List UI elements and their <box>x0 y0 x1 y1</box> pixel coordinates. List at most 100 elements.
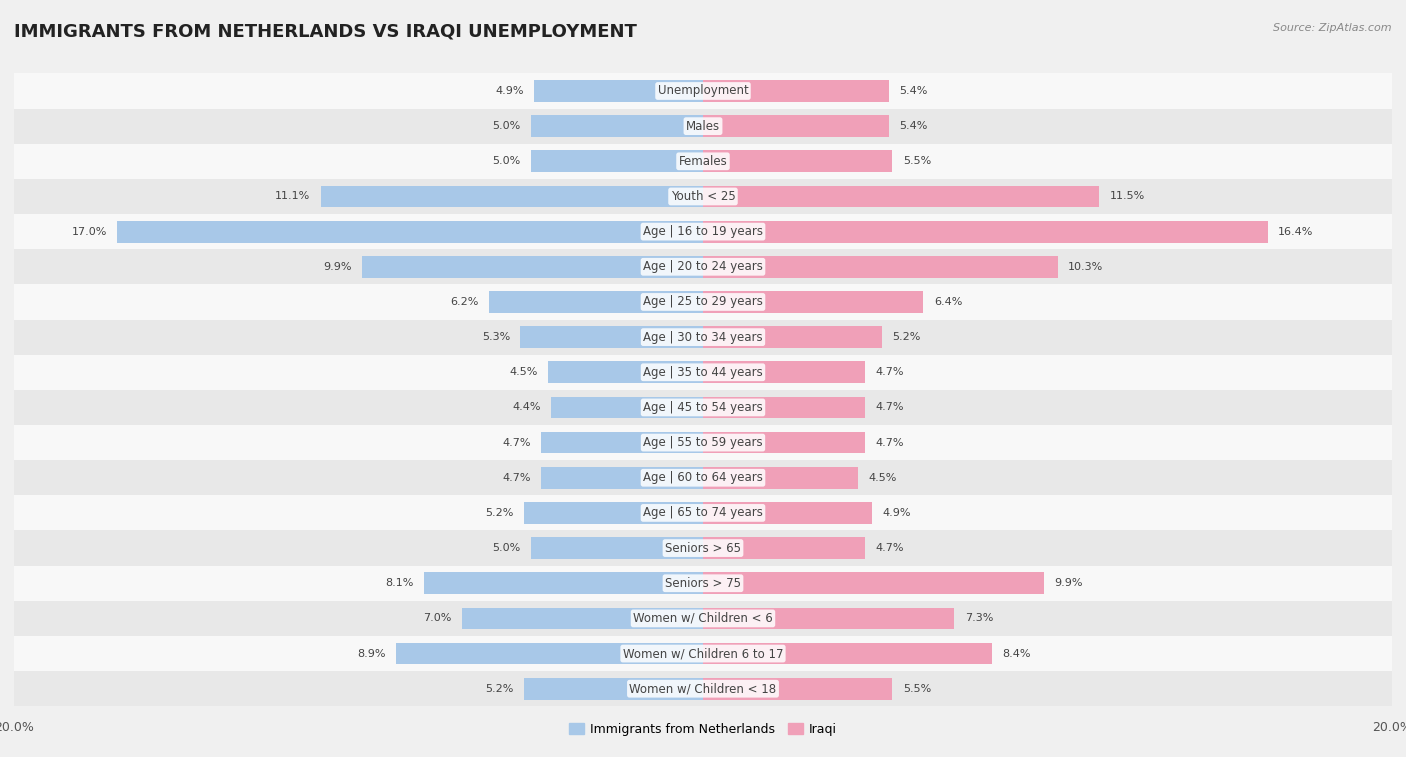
Bar <box>14 355 1392 390</box>
Bar <box>14 249 1392 285</box>
Text: 5.5%: 5.5% <box>903 156 931 167</box>
Bar <box>548 361 703 383</box>
Text: 11.1%: 11.1% <box>276 192 311 201</box>
Text: Unemployment: Unemployment <box>658 85 748 98</box>
Bar <box>361 256 703 278</box>
Bar <box>520 326 703 348</box>
Bar <box>531 115 703 137</box>
Text: Seniors > 75: Seniors > 75 <box>665 577 741 590</box>
Bar <box>541 431 703 453</box>
Bar <box>425 572 703 594</box>
Bar <box>14 144 1392 179</box>
Text: 6.2%: 6.2% <box>451 297 479 307</box>
Text: 5.4%: 5.4% <box>900 121 928 131</box>
Bar <box>14 425 1392 460</box>
Text: 4.9%: 4.9% <box>882 508 911 518</box>
Bar <box>14 390 1392 425</box>
Text: 4.7%: 4.7% <box>875 367 904 377</box>
Bar <box>703 678 893 699</box>
Bar <box>14 319 1392 355</box>
Text: 5.2%: 5.2% <box>893 332 921 342</box>
Text: 5.5%: 5.5% <box>903 684 931 693</box>
Text: 4.7%: 4.7% <box>502 438 531 447</box>
Bar <box>703 185 1099 207</box>
Text: Age | 60 to 64 years: Age | 60 to 64 years <box>643 472 763 484</box>
Bar <box>14 285 1392 319</box>
Bar <box>531 537 703 559</box>
Text: 4.9%: 4.9% <box>495 86 524 96</box>
Text: 11.5%: 11.5% <box>1109 192 1144 201</box>
Bar <box>703 467 858 489</box>
Text: Source: ZipAtlas.com: Source: ZipAtlas.com <box>1274 23 1392 33</box>
Text: Youth < 25: Youth < 25 <box>671 190 735 203</box>
Bar <box>551 397 703 419</box>
Text: Age | 65 to 74 years: Age | 65 to 74 years <box>643 506 763 519</box>
Text: 17.0%: 17.0% <box>72 226 107 237</box>
Bar <box>703 537 865 559</box>
Bar <box>14 601 1392 636</box>
Bar <box>703 572 1045 594</box>
Text: 4.7%: 4.7% <box>502 473 531 483</box>
Text: Age | 16 to 19 years: Age | 16 to 19 years <box>643 225 763 238</box>
Text: 16.4%: 16.4% <box>1278 226 1313 237</box>
Text: 8.9%: 8.9% <box>357 649 387 659</box>
Bar <box>14 179 1392 214</box>
Text: 8.1%: 8.1% <box>385 578 413 588</box>
Bar <box>703 115 889 137</box>
Text: Females: Females <box>679 155 727 168</box>
Bar <box>14 671 1392 706</box>
Bar <box>14 531 1392 565</box>
Bar <box>321 185 703 207</box>
Bar <box>14 565 1392 601</box>
Bar <box>541 467 703 489</box>
Bar <box>703 291 924 313</box>
Bar <box>703 221 1268 242</box>
Text: Women w/ Children 6 to 17: Women w/ Children 6 to 17 <box>623 647 783 660</box>
Text: 10.3%: 10.3% <box>1069 262 1104 272</box>
Bar <box>703 643 993 665</box>
Text: 4.5%: 4.5% <box>509 367 537 377</box>
Text: Age | 45 to 54 years: Age | 45 to 54 years <box>643 401 763 414</box>
Text: 5.4%: 5.4% <box>900 86 928 96</box>
Bar <box>461 608 703 629</box>
Text: 7.0%: 7.0% <box>423 613 451 624</box>
Text: 9.9%: 9.9% <box>323 262 352 272</box>
Text: Age | 30 to 34 years: Age | 30 to 34 years <box>643 331 763 344</box>
Text: 4.7%: 4.7% <box>875 438 904 447</box>
Text: Women w/ Children < 18: Women w/ Children < 18 <box>630 682 776 695</box>
Bar <box>117 221 703 242</box>
Text: Age | 55 to 59 years: Age | 55 to 59 years <box>643 436 763 449</box>
Bar <box>531 151 703 172</box>
Bar <box>703 431 865 453</box>
Legend: Immigrants from Netherlands, Iraqi: Immigrants from Netherlands, Iraqi <box>564 718 842 740</box>
Bar <box>14 460 1392 495</box>
Text: Age | 20 to 24 years: Age | 20 to 24 years <box>643 260 763 273</box>
Text: 9.9%: 9.9% <box>1054 578 1083 588</box>
Text: 5.2%: 5.2% <box>485 508 513 518</box>
Text: Males: Males <box>686 120 720 132</box>
Bar <box>703 397 865 419</box>
Bar <box>703 502 872 524</box>
Bar <box>524 502 703 524</box>
Bar <box>703 256 1057 278</box>
Text: Seniors > 65: Seniors > 65 <box>665 541 741 555</box>
Bar <box>524 678 703 699</box>
Text: Women w/ Children < 6: Women w/ Children < 6 <box>633 612 773 625</box>
Text: 4.7%: 4.7% <box>875 543 904 553</box>
Text: 6.4%: 6.4% <box>934 297 962 307</box>
Text: 7.3%: 7.3% <box>965 613 993 624</box>
Bar <box>703 326 882 348</box>
Bar <box>703 361 865 383</box>
Text: IMMIGRANTS FROM NETHERLANDS VS IRAQI UNEMPLOYMENT: IMMIGRANTS FROM NETHERLANDS VS IRAQI UNE… <box>14 23 637 41</box>
Text: 5.3%: 5.3% <box>482 332 510 342</box>
Bar <box>489 291 703 313</box>
Bar <box>703 151 893 172</box>
Bar <box>396 643 703 665</box>
Text: 5.0%: 5.0% <box>492 543 520 553</box>
Text: 4.5%: 4.5% <box>869 473 897 483</box>
Bar <box>14 495 1392 531</box>
Bar <box>534 80 703 102</box>
Bar <box>703 608 955 629</box>
Text: 4.4%: 4.4% <box>513 403 541 413</box>
Text: 4.7%: 4.7% <box>875 403 904 413</box>
